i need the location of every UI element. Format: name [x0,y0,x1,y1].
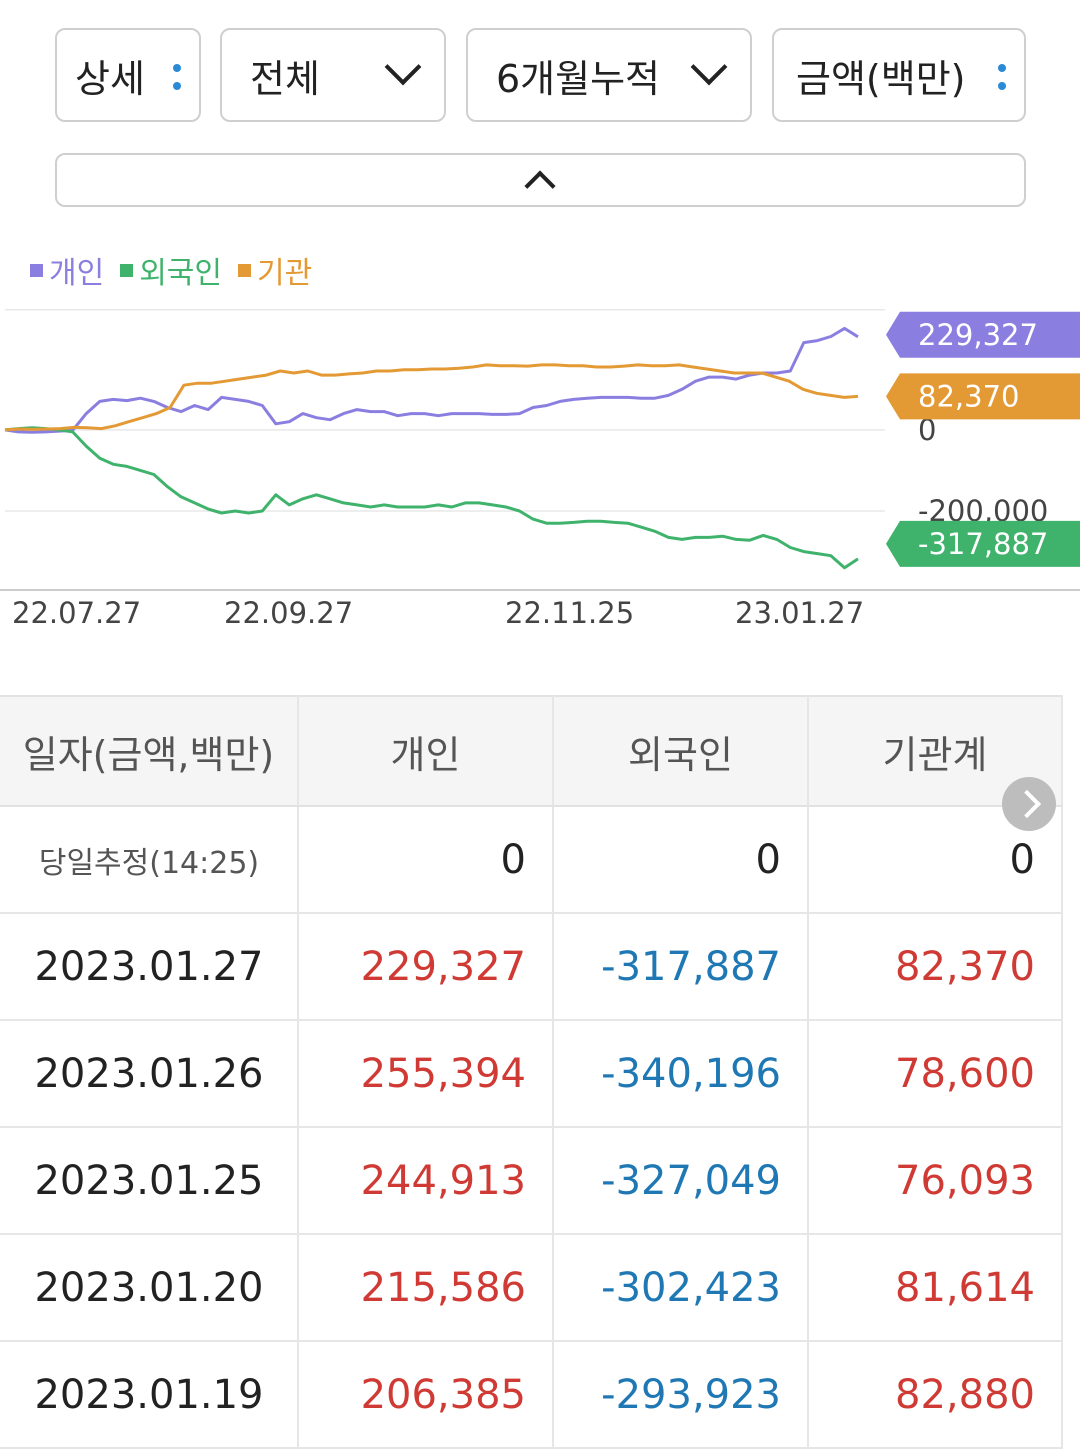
filter-bar: 상세 전체 6개월누적 금액(백만) [55,28,1026,126]
cell-foreign: -340,196 [553,1020,809,1128]
cell-institution: 81,614 [808,1234,1063,1342]
scope-select-label: 전체 [250,56,320,101]
last-value-tag-shape [886,311,1080,358]
cell-date: 2023.01.19 [0,1341,299,1449]
header-foreign[interactable]: 외국인 [553,695,809,807]
table-row[interactable]: 2023.01.19 206,385 -293,923 82,880 [0,1341,1063,1449]
cell-institution: 76,093 [808,1127,1063,1235]
last-value-tag-shape [886,373,1080,420]
cell-personal: 215,586 [298,1234,554,1342]
detail-select[interactable]: 상세 [55,28,201,122]
chevron-down-icon [384,48,422,86]
collapse-toggle-button[interactable] [55,153,1026,207]
cell-date: 2023.01.20 [0,1234,299,1342]
series-line-0 [4,326,859,434]
x-tick-label: 23.01.27 [735,596,864,630]
legend-item-foreign[interactable]: 외국인 [120,248,222,292]
scroll-right-button[interactable] [1002,777,1056,831]
cell-date: 당일추정(14:25) [0,806,299,914]
cell-personal: 255,394 [298,1020,554,1128]
cell-foreign: -293,923 [553,1341,809,1449]
cell-foreign: -302,423 [553,1234,809,1342]
series-line-2 [4,363,859,432]
last-value-tag: 229,327 [886,311,1080,358]
unit-select-label: 금액(백만) [796,56,966,101]
header-date[interactable]: 일자(금액,백만) [0,695,299,807]
chevron-up-icon [523,170,556,202]
legend-item-personal[interactable]: 개인 [30,248,104,292]
cell-institution: 82,880 [808,1341,1063,1449]
table-row[interactable]: 2023.01.27 229,327 -317,887 82,370 [0,913,1063,1021]
unit-select[interactable]: 금액(백만) [772,28,1026,122]
cell-foreign: -317,887 [553,913,809,1021]
table-row[interactable]: 당일추정(14:25) 0 0 0 [0,806,1063,914]
legend-label: 개인 [49,256,105,291]
x-tick-label: 22.11.25 [505,596,634,630]
series-line-1 [4,426,859,570]
cell-institution: 78,600 [808,1020,1063,1128]
cell-date: 2023.01.25 [0,1127,299,1235]
more-dots-icon [173,64,181,100]
cell-personal: 229,327 [298,913,554,1021]
header-personal[interactable]: 개인 [298,695,554,807]
legend-swatch [120,263,134,277]
investor-flow-table: 일자(금액,백만) 개인 외국인 기관계 당일추정(14:25) 0 0 0 2023.… [0,695,1063,1449]
cell-personal: 206,385 [298,1341,554,1449]
last-value-tag: 82,370 [886,373,1080,420]
cell-personal: 0 [298,806,554,914]
more-dots-icon [998,64,1006,100]
period-select-label: 6개월누적 [496,56,661,101]
last-value-tag-label: 82,370 [918,379,1019,413]
cell-foreign: -327,049 [553,1127,809,1235]
last-value-tag-label: -317,887 [918,527,1048,561]
table-header-row: 일자(금액,백만) 개인 외국인 기관계 [0,695,1063,807]
scope-select[interactable]: 전체 [220,28,446,122]
legend-swatch [238,263,252,277]
cell-personal: 244,913 [298,1127,554,1235]
cell-date: 2023.01.27 [0,913,299,1021]
cell-date: 2023.01.26 [0,1020,299,1128]
chevron-down-icon [690,48,728,86]
x-tick-label: 22.09.27 [224,596,353,630]
detail-select-label: 상세 [75,56,145,101]
last-value-tag: -317,887 [886,520,1080,567]
legend-label: 기관 [257,256,313,291]
y-tick-label: 0 [918,413,936,447]
x-tick-label: 22.07.27 [12,596,141,630]
table-row[interactable]: 2023.01.26 255,394 -340,196 78,600 [0,1020,1063,1128]
legend-label: 외국인 [139,256,223,291]
legend-item-institution[interactable]: 기관 [238,248,312,292]
legend-swatch [30,263,43,277]
cell-foreign: 0 [553,806,809,914]
last-value-tag-label: 229,327 [918,318,1038,352]
last-value-tag-shape [886,520,1080,567]
cell-institution: 82,370 [808,913,1063,1021]
period-select[interactable]: 6개월누적 [466,28,752,122]
chart-legend: 개인 외국인 기관 [30,248,312,292]
table-row[interactable]: 2023.01.20 215,586 -302,423 81,614 [0,1234,1063,1342]
table-row[interactable]: 2023.01.25 244,913 -327,049 76,093 [0,1127,1063,1235]
